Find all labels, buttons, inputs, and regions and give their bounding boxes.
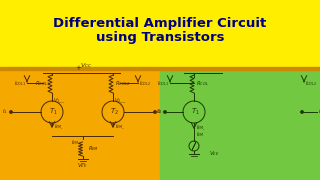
Text: $V_{EE}$: $V_{EE}$ bbox=[77, 161, 88, 170]
Text: $I_1$: $I_1$ bbox=[2, 107, 8, 116]
Circle shape bbox=[164, 111, 166, 113]
Text: $I_{EM_1}$: $I_{EM_1}$ bbox=[196, 123, 206, 133]
Circle shape bbox=[301, 111, 303, 113]
Text: $R_{EM}$: $R_{EM}$ bbox=[87, 145, 99, 153]
Text: $I_{EM_2}$: $I_{EM_2}$ bbox=[115, 122, 125, 132]
Text: $I_{COL2}$: $I_{COL2}$ bbox=[139, 80, 151, 88]
Text: $T_2$: $T_2$ bbox=[109, 107, 118, 117]
Bar bbox=[0, 68, 160, 180]
Text: $R_{COL2}$: $R_{COL2}$ bbox=[115, 80, 130, 88]
Text: $I_{EM}$: $I_{EM}$ bbox=[196, 130, 204, 140]
Text: $I_2$: $I_2$ bbox=[318, 107, 320, 116]
Text: $V_{EE}$: $V_{EE}$ bbox=[209, 149, 220, 158]
Text: $I_{COL2}$: $I_{COL2}$ bbox=[305, 80, 317, 88]
Text: $I_{COL1}$: $I_{COL1}$ bbox=[14, 80, 26, 88]
Text: $R_{COL1}$: $R_{COL1}$ bbox=[35, 80, 50, 88]
Text: $I_{EM_1}$: $I_{EM_1}$ bbox=[54, 122, 64, 132]
Bar bbox=[0, 0, 320, 68]
Text: $I_{EM}$: $I_{EM}$ bbox=[71, 138, 79, 147]
Text: $R_{COL}$: $R_{COL}$ bbox=[196, 80, 209, 88]
Text: $I_2$: $I_2$ bbox=[157, 107, 163, 116]
Text: $V_{CC}$: $V_{CC}$ bbox=[80, 61, 93, 70]
Text: $V_{1_{OUT}}$: $V_{1_{OUT}}$ bbox=[53, 96, 66, 105]
Bar bbox=[0, 67, 320, 70]
Text: Differential Amplifier Circuit: Differential Amplifier Circuit bbox=[53, 17, 267, 30]
Text: +: + bbox=[76, 65, 81, 71]
Text: $I_1$: $I_1$ bbox=[156, 107, 162, 116]
Text: $T_1$: $T_1$ bbox=[190, 107, 199, 117]
Text: $I_{COL1}$: $I_{COL1}$ bbox=[157, 80, 169, 88]
Circle shape bbox=[154, 111, 156, 113]
Text: using Transistors: using Transistors bbox=[96, 31, 224, 44]
Text: $V_{2_{OUT}}$: $V_{2_{OUT}}$ bbox=[114, 96, 127, 105]
Text: $T_1$: $T_1$ bbox=[49, 107, 58, 117]
Bar bbox=[160, 68, 320, 180]
Circle shape bbox=[10, 111, 12, 113]
